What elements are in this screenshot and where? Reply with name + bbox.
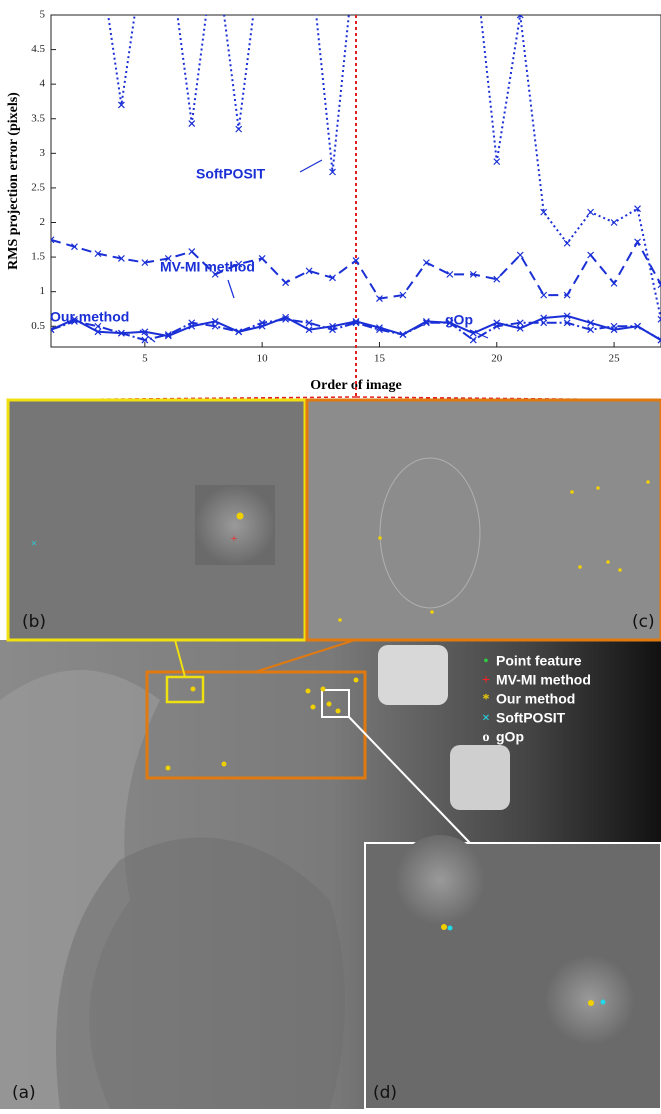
point-marker — [352, 319, 360, 327]
blob — [195, 485, 275, 565]
point-marker — [235, 328, 243, 336]
panel-label: (a) — [12, 1083, 36, 1103]
blob — [395, 835, 485, 925]
annotation-arrow — [469, 329, 489, 339]
point-softposit — [600, 999, 606, 1005]
legend-text: SoftPOSIT — [496, 710, 566, 726]
point-softposit: × — [31, 536, 38, 550]
panel-legend: • Point feature + MV-MI method * Our method × S… — [482, 653, 591, 746]
y-tick-label: 2.5 — [31, 181, 45, 193]
y-tick-label: 5 — [40, 9, 46, 21]
y-tick-label: 3.5 — [31, 112, 45, 124]
legend-symbol: + — [482, 673, 490, 688]
legend-symbol: × — [482, 711, 490, 726]
y-tick-label: 3 — [40, 147, 46, 159]
y-axis-label: RMS projection error (pixels) — [6, 92, 21, 270]
point-our — [588, 1000, 594, 1006]
point-marker — [305, 267, 313, 275]
x-tick-label: 5 — [142, 353, 148, 365]
blob — [545, 955, 635, 1045]
point-marker — [235, 260, 243, 268]
y-tick-label: 0.5 — [31, 320, 45, 332]
series-line — [51, 238, 661, 300]
legend-text: Our method — [496, 691, 575, 707]
image-panels: + × (b) (c) (a) (d) • Point feature + MV-MI… — [0, 398, 661, 1110]
feature-dots — [165, 677, 359, 771]
y-tick-label: 1.5 — [31, 251, 45, 263]
legend-text: MV-MI method — [496, 672, 591, 688]
zoom-box-d — [321, 689, 350, 718]
point-marker — [329, 168, 336, 176]
point-marker — [516, 251, 524, 259]
point-marker — [493, 275, 501, 283]
y-tick-label: 2 — [40, 216, 46, 228]
series-line — [51, 314, 661, 341]
connector — [348, 716, 471, 844]
legend-text: Point feature — [496, 653, 582, 669]
x-axis-label: Order of image — [310, 378, 402, 393]
connector — [174, 639, 186, 678]
point-softposit — [447, 925, 453, 931]
connector — [254, 639, 356, 673]
x-tick-label: 10 — [257, 353, 269, 365]
point-marker — [305, 319, 313, 327]
legend-text: gOp — [496, 729, 524, 745]
chart: RMS projection error (pixels) Order of i… — [6, 9, 661, 401]
feature-dots — [338, 480, 650, 622]
point-marker — [516, 15, 524, 19]
series-annotation: MV-MI method — [160, 259, 255, 275]
series-annotation: gOp — [445, 312, 473, 328]
series-annotation: SoftPOSIT — [196, 166, 266, 182]
plot-lines — [51, 15, 661, 344]
legend-symbol: o — [483, 730, 490, 745]
y-tick-label: 4 — [40, 78, 46, 90]
point-marker — [282, 315, 290, 323]
panel-label: (b) — [22, 612, 46, 632]
panel-c-image — [305, 398, 661, 642]
point-our — [441, 924, 447, 930]
implant-outline — [379, 457, 481, 609]
legend-symbol: • — [484, 654, 489, 669]
point-our — [236, 512, 244, 520]
series-annotation: Our method — [50, 309, 129, 325]
screw-head — [450, 745, 510, 810]
point-marker — [376, 326, 383, 334]
y-tick-label: 4.5 — [31, 43, 45, 55]
x-tick-label: 20 — [491, 353, 503, 365]
x-tick-label: 15 — [374, 353, 386, 365]
point-marker — [117, 101, 125, 109]
annotation-arrow — [227, 279, 235, 299]
point-marker — [51, 236, 55, 244]
bone-shadow — [0, 670, 160, 1109]
point-marker — [540, 319, 548, 327]
annotation-arrow — [139, 329, 156, 343]
panel-label: (c) — [632, 612, 655, 632]
legend-symbol: * — [483, 692, 490, 707]
point-mvmi: + — [231, 531, 238, 545]
bone-shadow — [56, 837, 345, 1109]
screw-head — [378, 645, 448, 705]
point-marker — [657, 315, 661, 323]
point-marker — [94, 322, 102, 330]
panel-label: (d) — [373, 1083, 397, 1103]
annotation-arrow — [299, 159, 323, 173]
x-tick-label: 25 — [609, 353, 621, 365]
point-marker — [51, 326, 55, 334]
y-tick-label: 1 — [40, 285, 46, 297]
